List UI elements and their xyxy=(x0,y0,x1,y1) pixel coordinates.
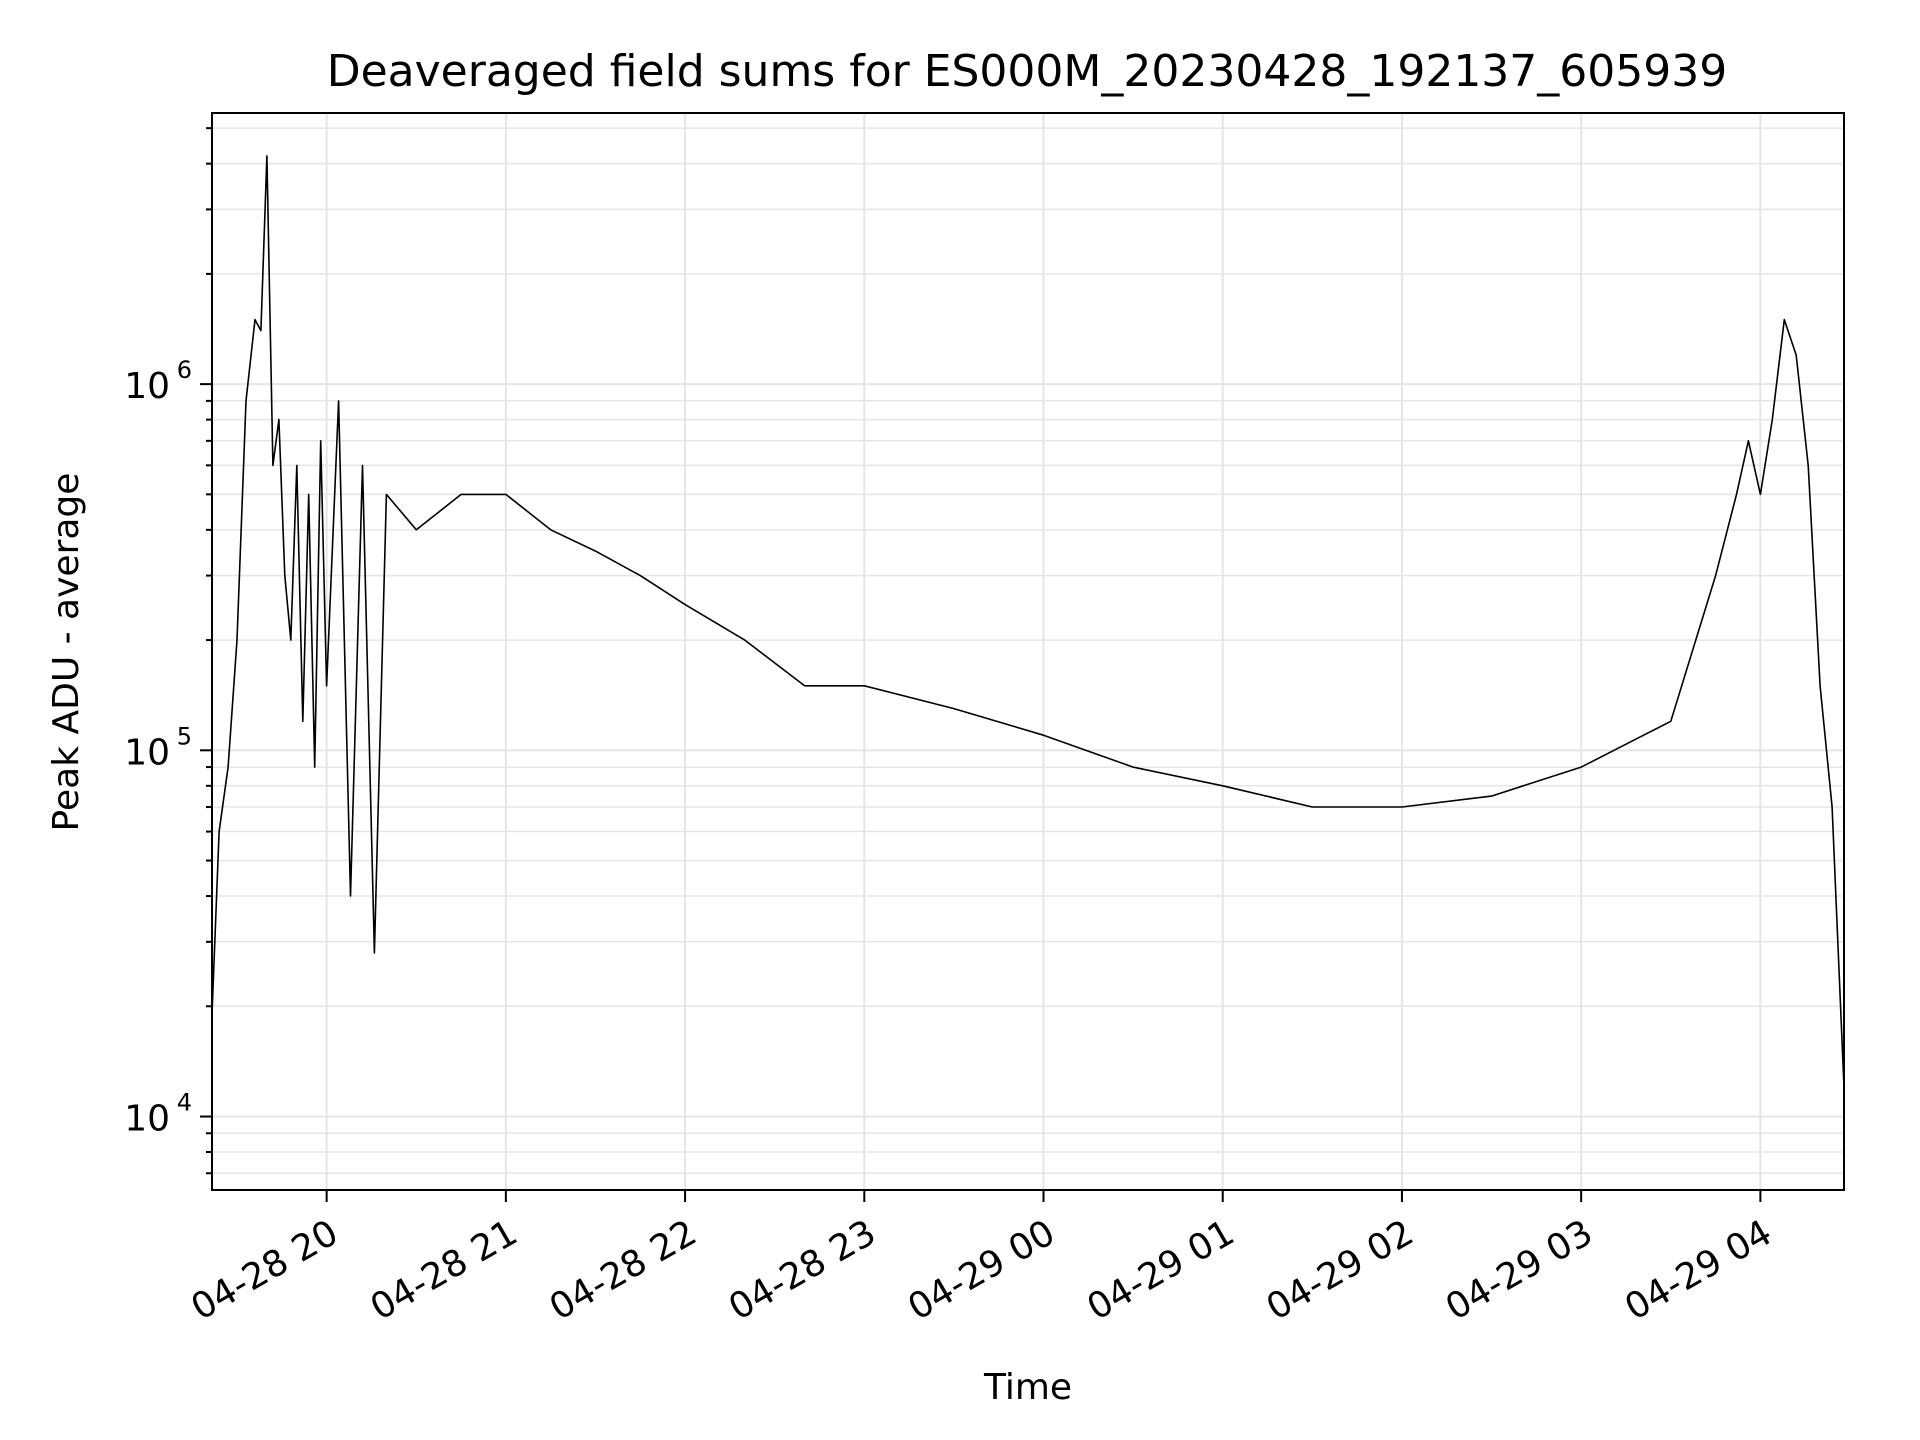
x-tick-label: 04-29 01 xyxy=(1081,1212,1242,1328)
y-axis-label: Peak ADU - average xyxy=(46,473,87,832)
x-tick-label: 04-28 22 xyxy=(543,1212,704,1328)
x-tick-label: 04-28 20 xyxy=(184,1212,345,1328)
x-axis-label: Time xyxy=(983,1367,1072,1408)
x-tick-label: 04-29 04 xyxy=(1618,1212,1779,1328)
series-layer xyxy=(211,155,1845,1088)
y-tick-exponent: 6 xyxy=(177,356,192,384)
x-tick-label: 04-28 23 xyxy=(722,1212,883,1328)
x-tick-label: 04-29 02 xyxy=(1260,1212,1421,1328)
y-tick-exponent: 4 xyxy=(177,1089,192,1117)
x-tick-label: 04-28 21 xyxy=(364,1212,525,1328)
plot-frame xyxy=(211,112,1845,1191)
chart-title: Deaveraged field sums for ES000M_2023042… xyxy=(327,46,1728,97)
y-tick-label: 10 xyxy=(124,732,170,773)
y-tick-label: 10 xyxy=(124,1099,170,1140)
x-tick-label: 04-29 00 xyxy=(901,1212,1062,1328)
x-axis: 04-28 20 04-28 21 04-28 22 04-28 23 04-29 00… xyxy=(184,1190,1779,1329)
grid xyxy=(212,113,1844,1190)
x-tick-label: 04-29 03 xyxy=(1439,1212,1600,1328)
series-line xyxy=(211,155,1845,1088)
y-tick-exponent: 5 xyxy=(177,722,192,750)
y-tick-label: 10 xyxy=(124,366,170,407)
